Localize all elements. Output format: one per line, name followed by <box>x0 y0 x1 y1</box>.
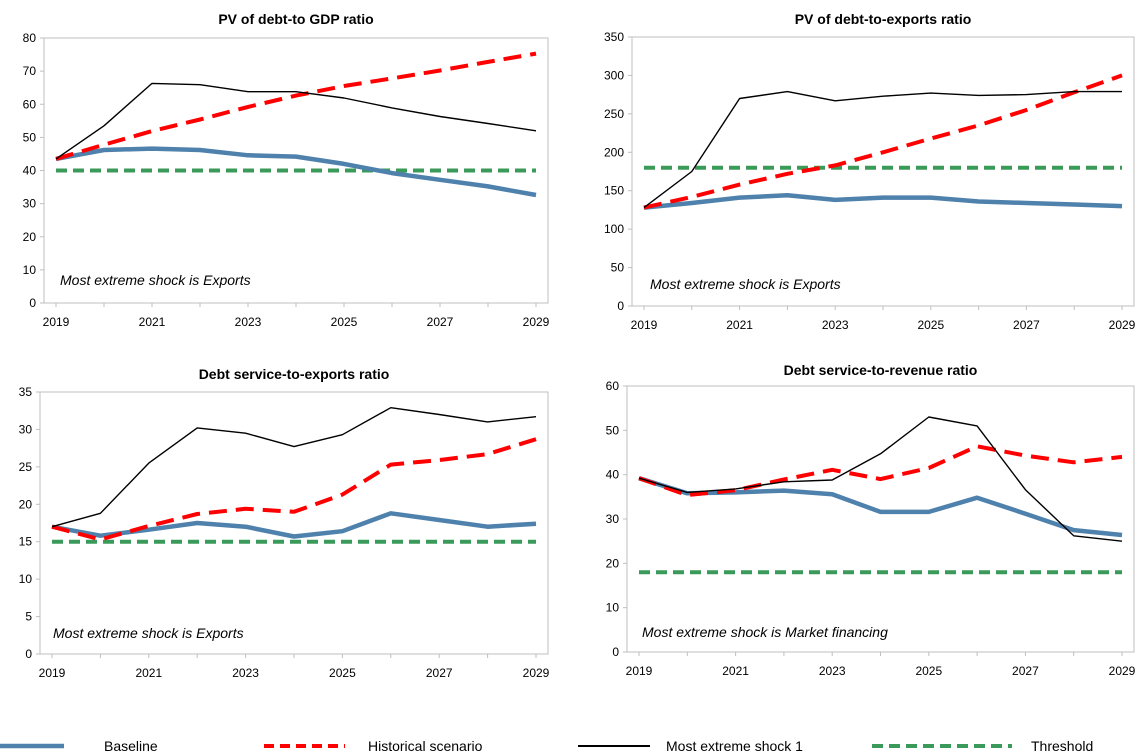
x-tick-label: 2019 <box>626 664 653 678</box>
x-tick-label: 2025 <box>329 666 356 680</box>
x-tick-label: 2023 <box>235 315 262 329</box>
y-tick-label: 200 <box>604 145 624 159</box>
x-tick-label: 2027 <box>1012 664 1039 678</box>
chart-title: Debt service-to-revenue ratio <box>784 362 978 378</box>
x-tick-label: 2021 <box>139 315 166 329</box>
x-tick-label: 2023 <box>819 664 846 678</box>
chart-note: Most extreme shock is Exports <box>53 625 244 641</box>
y-tick-label: 10 <box>23 263 37 277</box>
y-tick-label: 50 <box>23 130 37 144</box>
chart-panel-3: Debt service-to-exports ratio05101520253… <box>19 366 550 680</box>
x-tick-label: 2021 <box>726 318 753 332</box>
chart-note: Most extreme shock is Market financing <box>642 624 888 640</box>
x-tick-label: 2029 <box>1109 318 1136 332</box>
series-line-baseline <box>55 146 537 198</box>
x-tick-label: 2027 <box>1013 318 1040 332</box>
series-line-historical <box>643 73 1123 210</box>
y-tick-label: 10 <box>606 601 620 615</box>
x-tick-label: 2019 <box>43 315 70 329</box>
y-tick-label: 50 <box>606 423 620 437</box>
y-tick-label: 30 <box>606 512 620 526</box>
y-tick-label: 250 <box>604 107 624 121</box>
x-tick-label: 2021 <box>135 666 162 680</box>
plot-area <box>631 36 1135 307</box>
x-tick-label: 2029 <box>523 666 550 680</box>
x-tick-label: 2023 <box>232 666 259 680</box>
y-tick-label: 300 <box>604 68 624 82</box>
y-tick-label: 30 <box>23 197 37 211</box>
legend: Baseline Historical scenario Most extreme … <box>0 738 1093 754</box>
x-tick-label: 2027 <box>426 666 453 680</box>
y-tick-label: 50 <box>611 261 625 275</box>
y-tick-label: 40 <box>23 164 37 178</box>
y-tick-label: 20 <box>19 497 33 511</box>
legend-label-baseline: Baseline <box>104 738 158 754</box>
y-tick-label: 10 <box>19 572 33 586</box>
y-tick-label: 25 <box>19 460 33 474</box>
y-tick-label: 15 <box>19 535 33 549</box>
legend-label-threshold: Threshold <box>1031 738 1093 754</box>
x-tick-label: 2027 <box>427 315 454 329</box>
chart-panel-1: PV of debt-to GDP ratio 0 10 20 30 40 50 60 70 80… <box>23 11 550 329</box>
series-line-baseline <box>51 511 537 539</box>
x-tick-label: 2025 <box>331 315 358 329</box>
series-line-shock <box>55 82 537 160</box>
y-tick-label: 30 <box>19 422 33 436</box>
y-tick-label: 80 <box>23 31 37 45</box>
legend-label-shock: Most extreme shock 1 <box>666 738 803 754</box>
x-tick-label: 2023 <box>822 318 849 332</box>
x-tick-label: 2019 <box>631 318 658 332</box>
y-tick-label: 350 <box>604 30 624 44</box>
y-tick-label: 20 <box>606 556 620 570</box>
y-tick-label: 0 <box>617 299 624 313</box>
series-line-historical <box>51 437 537 542</box>
legend-label-historical: Historical scenario <box>368 738 483 754</box>
series-line-baseline <box>638 476 1123 538</box>
series-line-shock <box>643 90 1122 209</box>
y-tick-label: 100 <box>604 222 624 236</box>
y-tick-label: 20 <box>23 230 37 244</box>
y-tick-label: 0 <box>612 645 619 659</box>
y-tick-label: 5 <box>25 610 32 624</box>
series-line-historical <box>638 444 1123 498</box>
series-line-historical <box>55 51 537 161</box>
y-tick-label: 70 <box>23 64 37 78</box>
y-tick-label: 35 <box>19 385 33 399</box>
chart-note: Most extreme shock is Exports <box>60 272 251 288</box>
y-tick-label: 0 <box>25 647 32 661</box>
series-line-baseline <box>643 193 1123 210</box>
chart-title: PV of debt-to GDP ratio <box>218 11 373 27</box>
y-tick-label: 60 <box>23 97 37 111</box>
chart-title: PV of debt-to-exports ratio <box>795 11 972 27</box>
y-tick-label: 40 <box>606 468 620 482</box>
chart-panel-2: PV of debt-to-exports ratio 0 50 100 150 200 2… <box>604 11 1136 332</box>
plot-area <box>626 385 1135 653</box>
series-line-shock <box>638 416 1123 542</box>
y-tick-label: 60 <box>606 379 620 393</box>
x-tick-label: 2029 <box>523 315 550 329</box>
x-tick-label: 2021 <box>722 664 749 678</box>
x-tick-label: 2025 <box>915 664 942 678</box>
x-tick-label: 2019 <box>39 666 66 680</box>
series-line-shock <box>51 407 537 528</box>
x-tick-label: 2029 <box>1109 664 1136 678</box>
chart-note: Most extreme shock is Exports <box>650 276 841 292</box>
y-tick-label: 150 <box>604 184 624 198</box>
chart-title: Debt service-to-exports ratio <box>199 366 390 382</box>
chart-panel-4: Debt service-to-revenue ratio 0 10 20 30 40 50… <box>606 362 1136 678</box>
y-tick-label: 0 <box>29 296 36 310</box>
x-tick-label: 2025 <box>917 318 944 332</box>
